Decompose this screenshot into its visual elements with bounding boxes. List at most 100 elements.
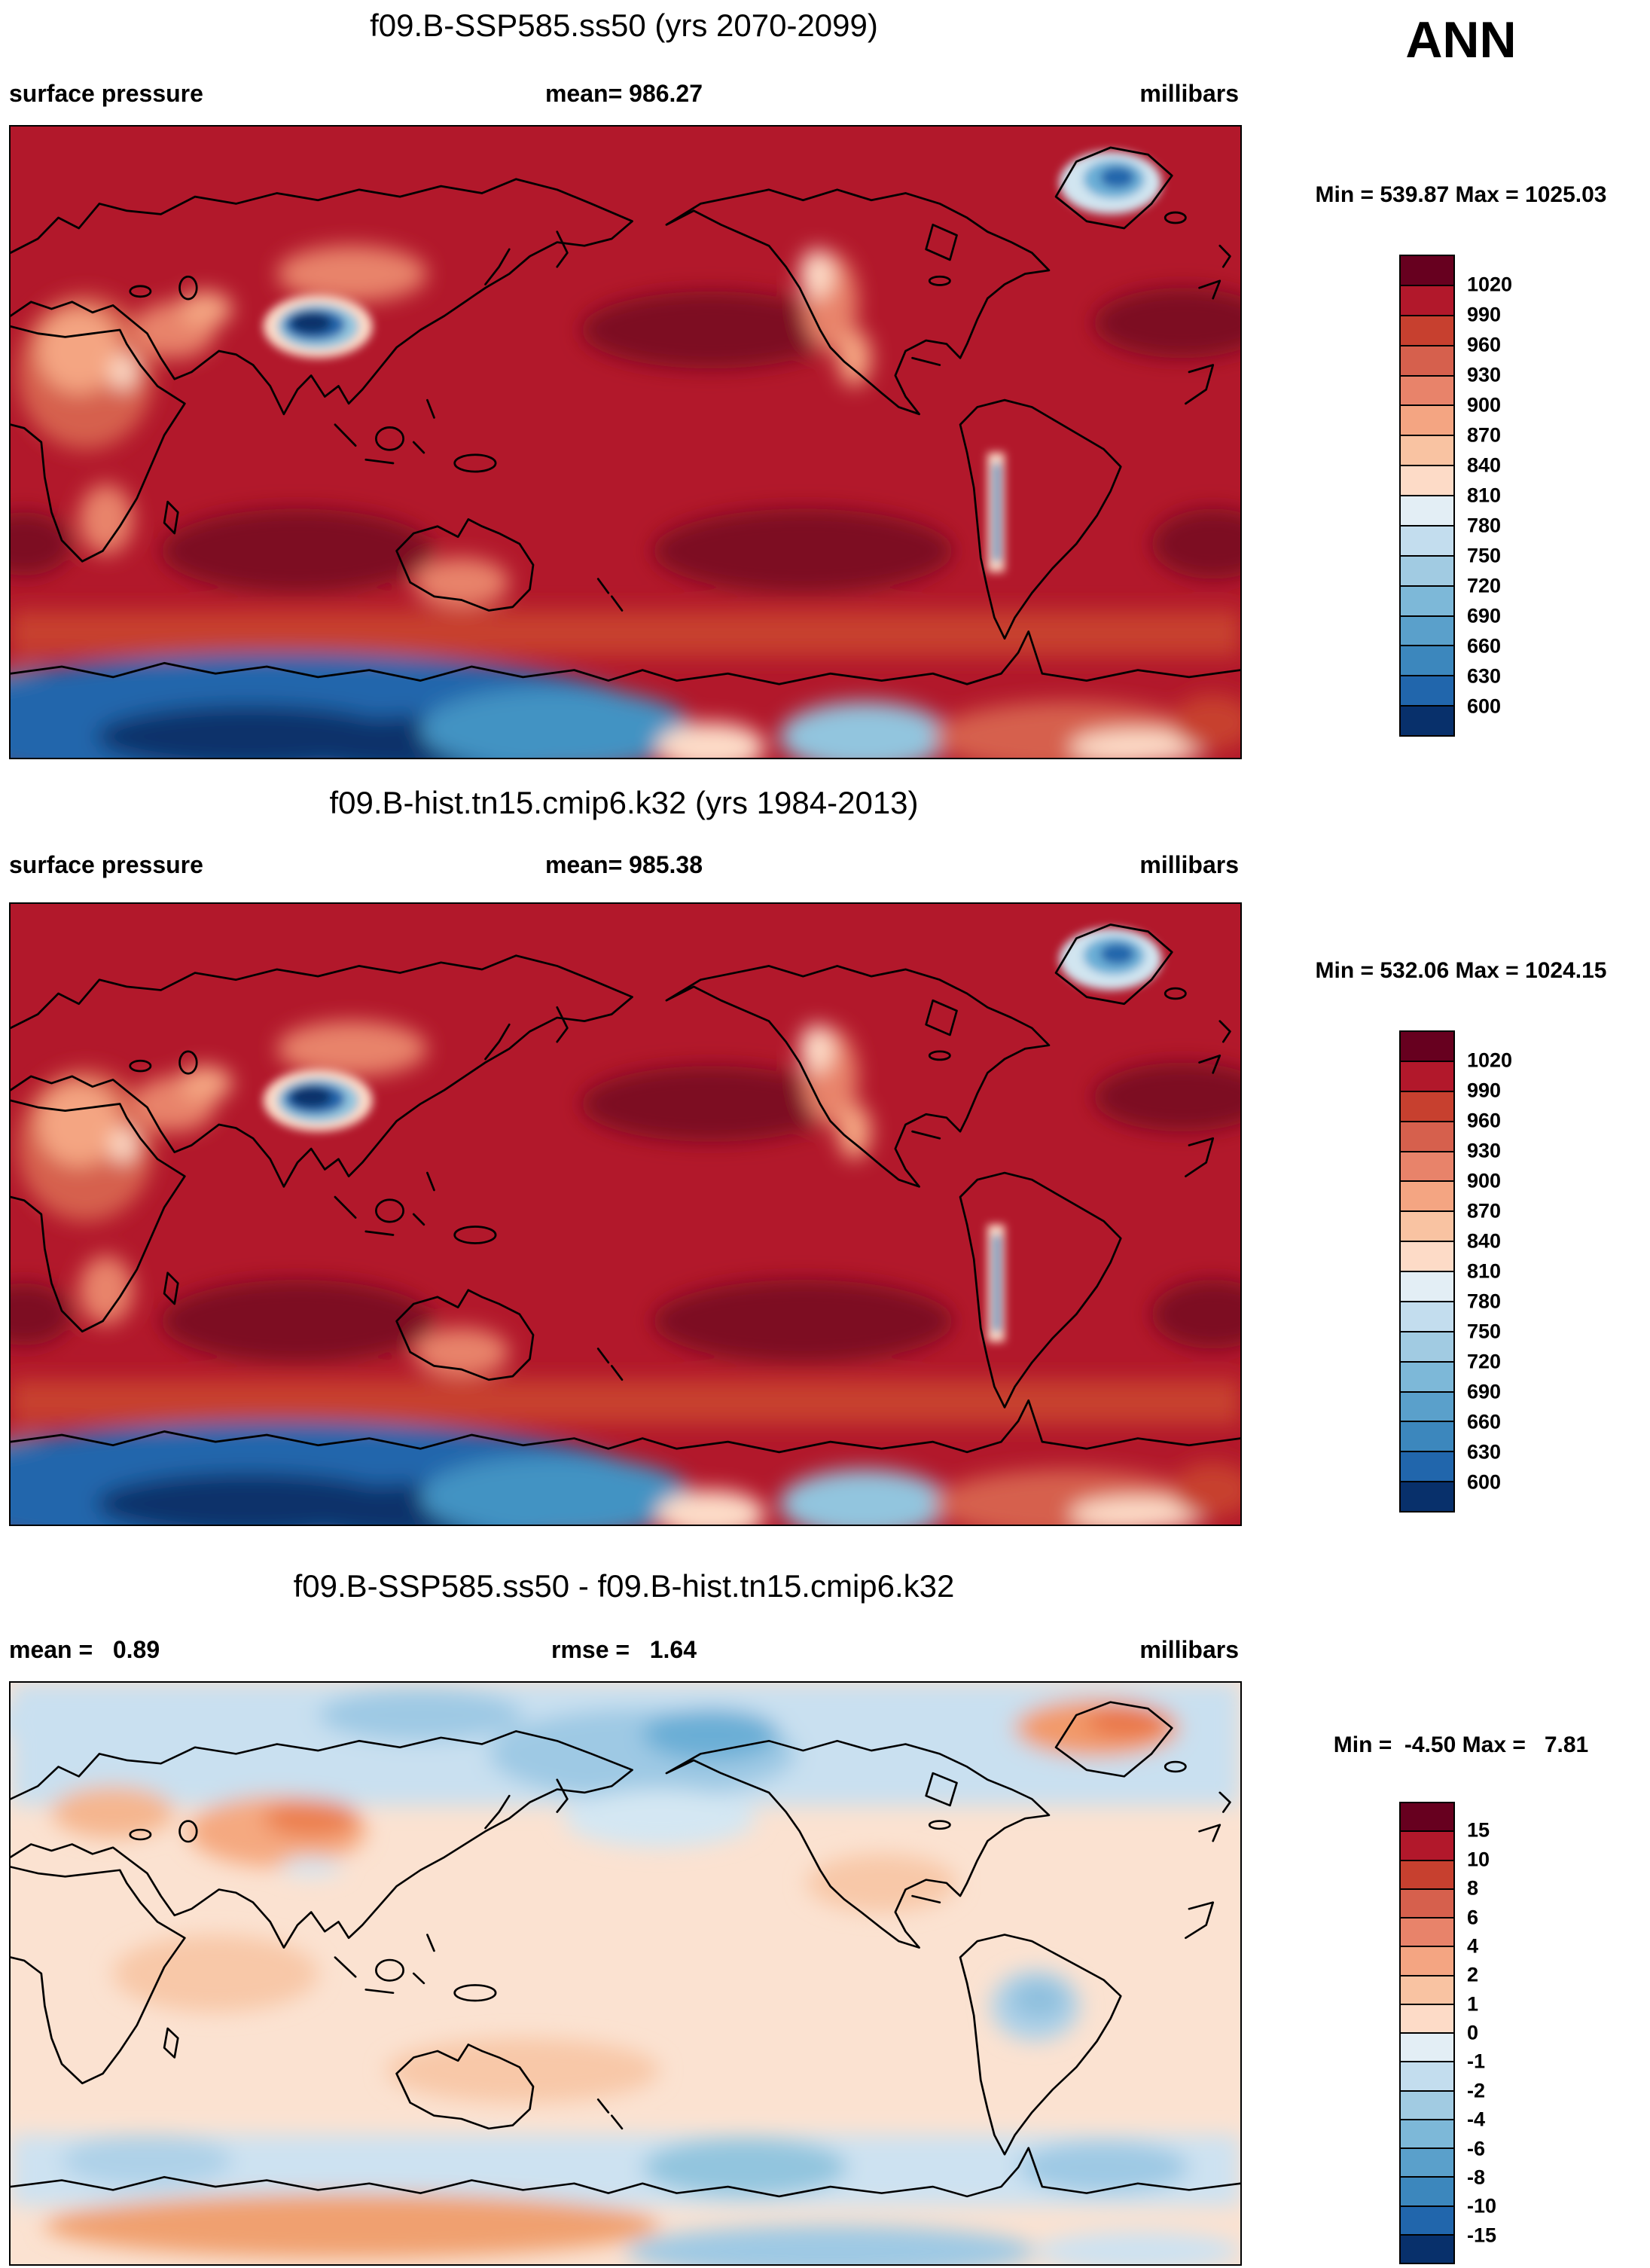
colorbar-tick-label: 1 [1467,1992,1479,2016]
colorbar-tick-label: 600 [1467,1470,1502,1494]
colorbar-tick-label: 930 [1467,1139,1502,1162]
colorbar-tick-label: 840 [1467,1229,1502,1253]
panel1-minmax: Min = 539.87 Max = 1025.03 [1315,182,1607,207]
colorbar-cell [1399,404,1455,437]
panel3-title: f09.B-SSP585.ss50 - f09.B-hist.tn15.cmip… [293,1568,955,1604]
colorbar-tick-label: 15 [1467,1818,1490,1842]
colorbar-tick-label: 0 [1467,2021,1479,2044]
colorbar-cell [1399,1060,1455,1092]
surface-pressure-map-plot [11,904,1240,1525]
colorbar-cell [1399,585,1455,617]
colorbar-tick-label: 2 [1467,1963,1479,1986]
panel1-title: f09.B-SSP585.ss50 (yrs 2070-2099) [370,8,878,43]
colorbar-tick-label: 1020 [1467,273,1513,296]
difference-field-blobs [11,1683,1240,2264]
panel3-stats-row: mean = 0.89 rmse = 1.64 millibars [9,1636,1239,1666]
colorbar-cell [1399,2233,1455,2264]
pressure-field-blobs [11,1021,1240,1525]
colorbar-cell [1399,1946,1455,1976]
panel1-variable-label: surface pressure [9,80,203,107]
colorbar-cell [1399,2089,1455,2120]
colorbar-cell [1399,645,1455,677]
colorbar-cell [1399,1300,1455,1332]
colorbar-tick-label: 630 [1467,664,1502,688]
colorbar-tick-label: 660 [1467,634,1502,658]
colorbar-tick-label: 750 [1467,544,1502,567]
colorbar-cell [1399,1180,1455,1213]
panel2-map [9,902,1242,1526]
panel2-variable-label: surface pressure [9,851,203,878]
colorbar-tick-label: 720 [1467,1350,1502,1373]
colorbar-cell [1399,1974,1455,2005]
colorbar-cell [1399,2118,1455,2149]
colorbar-tick-label: 10 [1467,1848,1490,1871]
panel2-colorbar-cells [1399,1030,1455,1513]
colorbar-tick-label: -10 [1467,2194,1497,2218]
colorbar-cell [1399,255,1455,286]
colorbar-cell [1399,1210,1455,1243]
colorbar-cell [1399,1360,1455,1393]
colorbar-cell [1399,1481,1455,1513]
colorbar-tick-label: 810 [1467,484,1502,507]
colorbar-cell [1399,1390,1455,1423]
panel1-colorbar-labels: 1020 990 960 930 900 870 840 810 780 750 720 690 660… [1467,255,1572,737]
colorbar-cell [1399,2147,1455,2178]
colorbar-cell [1399,1030,1455,1062]
colorbar-cell [1399,314,1455,346]
panel1-colorbar: 1020 990 960 930 900 870 840 810 780 750 720 690 660… [1399,255,1512,737]
colorbar-tick-label: 930 [1467,363,1502,386]
pressure-field-blobs [11,246,1240,758]
panel1-colorbar-cells [1399,255,1455,737]
colorbar-cell [1399,1888,1455,1918]
colorbar-cell [1399,1830,1455,1861]
surface-pressure-map-plot [11,127,1240,758]
colorbar-tick-label: 1020 [1467,1049,1513,1072]
colorbar-tick-label: 780 [1467,1290,1502,1313]
colorbar-cell [1399,1917,1455,1948]
panel1-mean-label: mean= 986.27 [544,80,703,107]
colorbar-cell [1399,705,1455,737]
pressure-field-highlands [263,928,1162,1342]
colorbar-tick-label: 870 [1467,423,1502,447]
colorbar-tick-label: 690 [1467,1380,1502,1403]
panel3-colorbar-labels: 15 10 8 6 4 2 1 0 -1 -2 -4 -6 -8 -10 -15 [1467,1802,1572,2264]
panel2-stats-row: surface pressure mean= 985.38 millibars [9,851,1239,881]
panel3-units-label: millibars [1139,1636,1239,1663]
colorbar-cell [1399,1090,1455,1122]
colorbar-cell [1399,2061,1455,2092]
colorbar-cell [1399,1421,1455,1453]
colorbar-cell [1399,1451,1455,1483]
colorbar-tick-label: 780 [1467,514,1502,537]
colorbar-cell [1399,1241,1455,1272]
colorbar-tick-label: -4 [1467,2108,1486,2131]
colorbar-tick-label: 900 [1467,1169,1502,1192]
panel1-map [9,125,1242,759]
colorbar-cell [1399,1330,1455,1363]
panel3-map [9,1681,1242,2266]
colorbar-tick-label: 600 [1467,694,1502,718]
panel2-minmax: Min = 532.06 Max = 1024.15 [1315,958,1607,983]
colorbar-cell [1399,284,1455,316]
colorbar-tick-label: 630 [1467,1440,1502,1464]
colorbar-cell [1399,495,1455,527]
season-label: ANN [1405,11,1517,69]
colorbar-cell [1399,554,1455,587]
panel1-units-label: millibars [1139,80,1239,107]
colorbar-tick-label: 960 [1467,333,1502,356]
pressure-field-highlands [263,151,1162,572]
colorbar-cell [1399,435,1455,467]
colorbar-tick-label: 810 [1467,1259,1502,1283]
colorbar-tick-label: 990 [1467,303,1502,326]
colorbar-cell [1399,1150,1455,1183]
colorbar-cell [1399,1271,1455,1302]
colorbar-tick-label: -8 [1467,2166,1486,2189]
colorbar-cell [1399,344,1455,377]
colorbar-tick-label: 4 [1467,1934,1479,1958]
colorbar-cell [1399,374,1455,407]
panel2-colorbar-labels: 1020 990 960 930 900 870 840 810 780 750 720 690 660… [1467,1030,1572,1513]
colorbar-cell [1399,465,1455,496]
colorbar-tick-label: 870 [1467,1199,1502,1223]
colorbar-tick-label: -15 [1467,2224,1497,2247]
pressure-difference-map-plot [11,1683,1240,2264]
